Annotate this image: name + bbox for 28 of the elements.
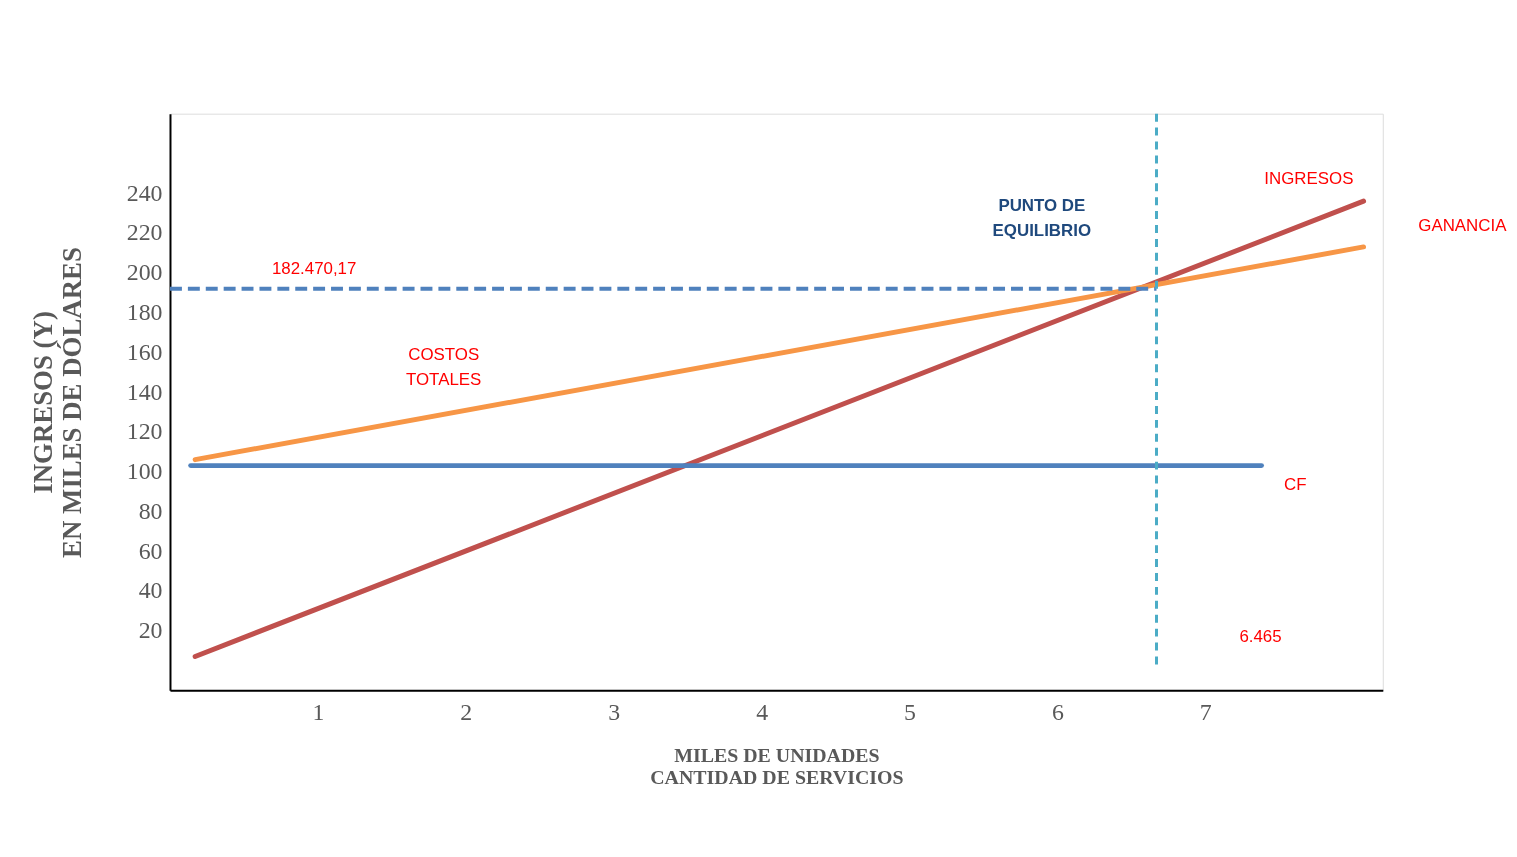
x-tick-label: 2 (460, 698, 473, 725)
series-label: INGRESOS (1264, 169, 1354, 189)
y-tick-label: 180 (126, 298, 163, 325)
text: GANANCIA (1418, 216, 1508, 235)
x-axis-title: MILES DE UNIDADES CANTIDAD DE SERVICIOS (650, 744, 904, 789)
y-tick-label: 220 (126, 219, 163, 246)
y-tick-label: 160 (126, 338, 163, 365)
annotation: PUNTO DE EQUILIBRIO (992, 196, 1092, 240)
x-tick-label: 3 (608, 698, 621, 725)
y-tick-label: 240 (126, 179, 163, 206)
annotation: 182.470,17 (271, 258, 357, 278)
annotation: 6.465 (1239, 626, 1282, 646)
y-tick-label: 140 (126, 378, 163, 405)
y-tick-label: 120 (126, 418, 163, 445)
y-tick-label: 60 (138, 537, 163, 564)
x-tick-label: 6 (1051, 698, 1064, 725)
y-tick-label: 20 (138, 617, 163, 644)
y-axis-title: INGRESOS (Y) EN MILES DE DÓLARES (28, 247, 88, 558)
x-tick-label: 7 (1199, 698, 1212, 725)
y-tick-label: 200 (126, 259, 163, 286)
y-tick-label: 40 (138, 577, 163, 604)
x-tick-label: 5 (904, 698, 916, 725)
y-tick-label: 80 (138, 497, 163, 524)
y-tick-label: 100 (126, 458, 163, 485)
series-label: CF (1284, 475, 1307, 495)
x-tick-label: 1 (312, 698, 325, 725)
series-label: COSTOS TOTALES (405, 345, 482, 390)
x-tick-label: 4 (756, 698, 769, 725)
